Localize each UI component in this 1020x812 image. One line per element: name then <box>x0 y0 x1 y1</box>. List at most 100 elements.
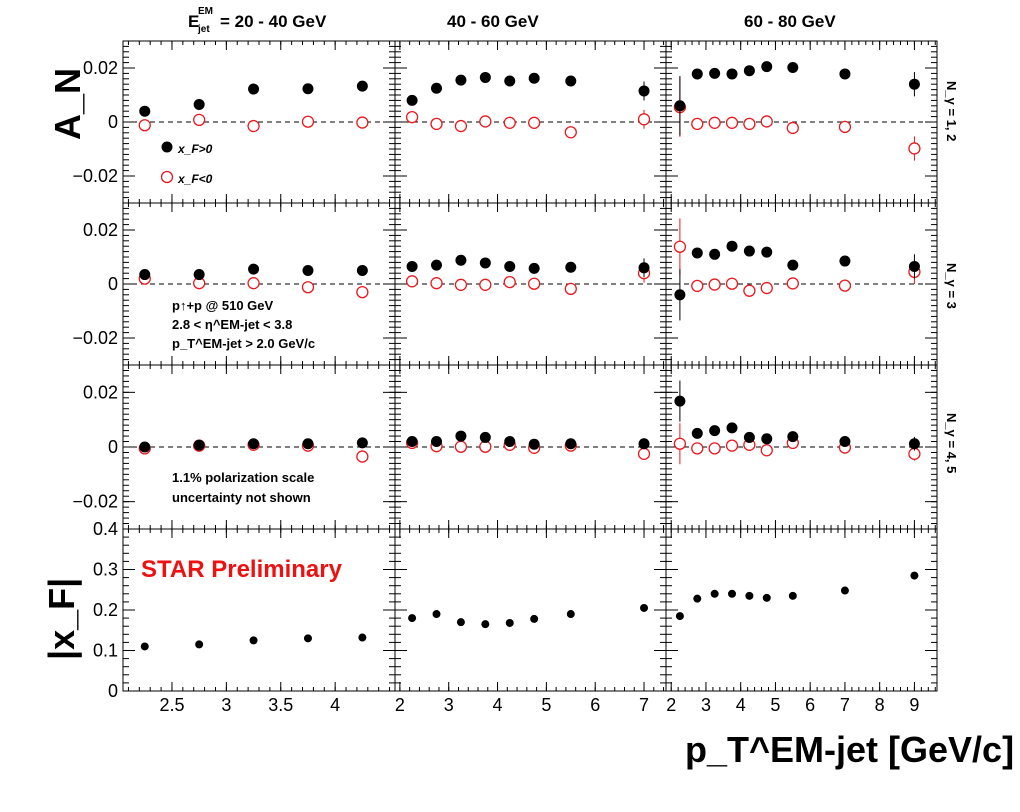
x-tick-label: 2.5 <box>159 695 184 715</box>
y-tick-label: 0.1 <box>93 641 118 661</box>
point-xf-neg <box>479 115 492 128</box>
y-tick-label: −0.02 <box>72 166 118 186</box>
panel-frames: 0.02 0 −0.02 0.02 0 −0.02 0.02 0 −0.02 0 0.1 0.2 0.3… <box>72 40 938 715</box>
point-xf-neg <box>405 110 419 124</box>
point-xf-neg <box>743 284 756 297</box>
point-abs-xf <box>710 589 719 598</box>
point-xf-pos <box>248 438 260 450</box>
point-xf-neg <box>430 277 443 290</box>
point-xf-neg <box>838 120 852 134</box>
x-tick-label: 3 <box>444 695 454 715</box>
point-xf-pos <box>302 83 314 95</box>
point-abs-xf <box>675 612 684 621</box>
y-tick-label: 0.02 <box>83 382 118 402</box>
col1-header-label: = 20 - 40 GeV <box>220 12 327 31</box>
point-xf-neg <box>691 117 704 131</box>
x-tick-label: 9 <box>909 695 919 715</box>
point-xf-neg <box>301 281 315 294</box>
point-xf-pos <box>479 257 491 269</box>
x-tick-label: 7 <box>639 695 649 715</box>
point-xf-pos <box>406 436 418 448</box>
y-tick-label: −0.02 <box>72 492 118 512</box>
point-xf-neg <box>708 278 721 291</box>
point-xf-neg <box>838 279 852 292</box>
x-tick-label: 6 <box>805 695 815 715</box>
point-abs-xf <box>530 614 539 623</box>
point-xf-neg <box>691 279 704 293</box>
point-xf-pos <box>139 269 151 281</box>
point-xf-neg <box>528 277 541 290</box>
y-tick-label: 0 <box>108 112 118 132</box>
point-xf-neg <box>430 117 443 131</box>
point-xf-pos <box>248 263 260 275</box>
point-xf-neg <box>356 285 369 299</box>
point-xf-pos <box>638 262 650 274</box>
point-xf-pos <box>248 83 260 95</box>
point-abs-xf <box>728 589 737 598</box>
point-xf-neg <box>479 278 492 291</box>
point-xf-pos <box>709 248 721 260</box>
point-xf-neg <box>637 447 651 460</box>
point-xf-pos <box>479 431 491 443</box>
point-xf-pos <box>356 80 368 92</box>
point-xf-pos <box>709 67 721 79</box>
row3-label: N_γ = 4, 5 <box>944 413 959 473</box>
row2-label: N_γ = 3 <box>944 263 959 309</box>
point-xf-neg <box>454 440 468 453</box>
point-xf-pos <box>302 265 314 276</box>
point-xf-neg <box>356 116 369 129</box>
x-tick-label: 4 <box>493 695 503 715</box>
y-tick-label: 0.02 <box>83 220 118 240</box>
point-xf-neg <box>708 442 721 455</box>
row1-label: N_γ = 1, 2 <box>944 81 959 141</box>
y-tick-label: 0.3 <box>93 560 118 580</box>
y-tick-label: 0.4 <box>93 519 118 539</box>
x-tick-label: 2 <box>395 695 405 715</box>
point-xf-neg <box>725 277 739 290</box>
x-tick-label: 3 <box>221 695 231 715</box>
panel-frame <box>122 528 396 692</box>
point-xf-neg <box>528 116 541 129</box>
point-xf-neg <box>356 450 369 463</box>
point-xf-pos <box>839 68 851 80</box>
x-tick-label: 5 <box>541 695 551 715</box>
point-xf-pos <box>455 254 467 266</box>
point-xf-pos <box>674 395 686 407</box>
point-xf-pos <box>455 74 467 86</box>
col2-header-label: 40 - 60 GeV <box>447 12 539 31</box>
point-xf-pos <box>528 72 540 84</box>
x-axis-title: p_T^EM-jet [GeV/c] <box>685 729 1014 770</box>
point-xf-pos <box>302 438 314 450</box>
y-tick-label: 0 <box>108 681 118 701</box>
point-xf-neg <box>138 119 151 132</box>
point-xf-pos <box>356 265 368 276</box>
point-abs-xf <box>788 591 797 600</box>
point-xf-neg <box>564 282 577 296</box>
x-tick-label: 6 <box>590 695 600 715</box>
annotation-eta-range: 2.8 < η^EM-jet < 3.8 <box>172 317 292 332</box>
point-xf-pos <box>139 105 151 117</box>
point-xf-pos <box>504 75 516 87</box>
point-xf-neg <box>786 121 799 135</box>
point-xf-neg <box>908 142 921 155</box>
point-xf-pos <box>193 98 205 110</box>
point-xf-pos <box>406 260 418 272</box>
point-xf-pos <box>787 259 799 271</box>
point-xf-pos <box>193 439 205 451</box>
point-xf-neg <box>564 126 577 139</box>
point-abs-xf <box>840 586 849 595</box>
x-tick-label: 5 <box>770 695 780 715</box>
point-xf-pos <box>743 65 755 77</box>
point-xf-neg <box>503 116 516 129</box>
point-xf-pos <box>504 436 516 448</box>
panel-frame <box>394 528 667 692</box>
point-abs-xf <box>408 614 417 623</box>
point-xf-pos <box>139 441 151 453</box>
x-tick-label: 4 <box>736 695 746 715</box>
point-xf-pos <box>504 260 516 272</box>
point-xf-pos <box>787 431 799 443</box>
panel-frame <box>665 528 938 692</box>
point-xf-pos <box>674 100 686 112</box>
point-abs-xf <box>249 636 258 645</box>
